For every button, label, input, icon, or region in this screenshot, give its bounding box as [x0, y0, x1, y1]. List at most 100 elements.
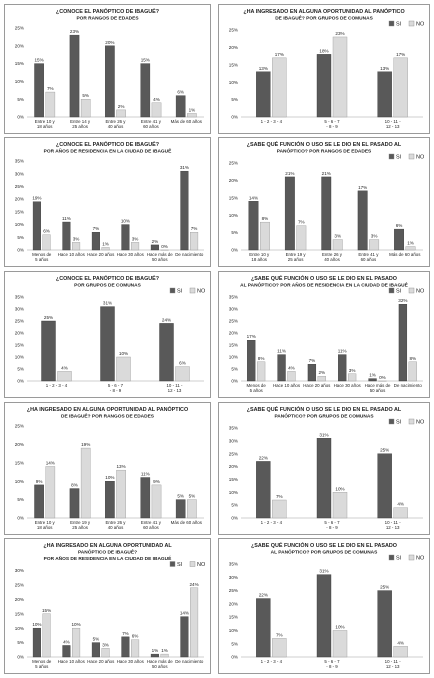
bar-no [72, 242, 81, 251]
legend-label-no: NO [197, 289, 206, 295]
chart-svg: ¿HA INGRESADO EN ALGUNA OPORTUNIDAD ALPA… [15, 543, 206, 669]
bar-no [45, 466, 56, 519]
x-category-label: 5 - 6 - 7 [324, 659, 340, 664]
bar-si [159, 323, 174, 382]
bar-no [45, 91, 56, 118]
bar-si [256, 461, 271, 519]
data-label: 7% [191, 226, 198, 231]
bar-si [247, 339, 256, 382]
bar-si [368, 378, 377, 382]
data-label: 4% [61, 365, 68, 370]
x-category-label: 40 años [108, 124, 124, 129]
y-tick-label: 25% [15, 583, 24, 588]
chart-panel: ¿SABE QUÉ FUNCIÓN O USO SE LE DIO EN EL … [218, 538, 430, 674]
bar-no [151, 484, 162, 519]
legend-swatch-no [408, 287, 415, 294]
data-label: 1% [369, 373, 376, 378]
x-category-label: Hace más de [365, 383, 391, 388]
data-label: 9% [36, 479, 43, 484]
legend-label-si: SI [177, 289, 183, 295]
legend-label-si: SI [396, 155, 402, 161]
x-category-label: 5 años [35, 664, 49, 669]
x-category-label: Entre 26 y [105, 520, 126, 525]
data-label: 9% [153, 479, 160, 484]
bar-si [180, 170, 189, 251]
y-tick-label: 15% [229, 195, 238, 200]
bar-si [150, 653, 159, 658]
bar-si [357, 190, 368, 251]
bar-si [377, 71, 392, 118]
chart-subtitle: PANÓPTICO? POR RANGOS DE EDADES [277, 147, 372, 155]
bar-no [190, 587, 199, 658]
x-category-label: Entre 41 y [141, 119, 162, 124]
y-tick-label: 0% [17, 516, 24, 521]
bar-si [62, 221, 71, 251]
data-label: 11% [338, 349, 347, 354]
x-category-label: 12 - 13 [386, 664, 400, 669]
bar-no [187, 113, 197, 118]
data-label: 1% [161, 648, 168, 653]
bar-no [256, 361, 266, 382]
x-category-label: 18 años [37, 124, 53, 129]
bar-si [175, 499, 186, 519]
legend-swatch-no [408, 20, 415, 27]
legend-label-no: NO [416, 289, 425, 295]
data-label: 5% [82, 93, 89, 98]
chart-subtitle: POR AÑOS DE RESIDENCIA EN LA CIUDAD DE I… [44, 554, 172, 562]
y-tick-label: 15% [229, 343, 238, 348]
chart-svg: ¿CONOCE EL PANÓPTICO DE IBAGUÉ?POR GRUPO… [15, 274, 206, 393]
bar-si [91, 642, 100, 658]
bar-no [332, 239, 343, 251]
y-tick-label: 5% [17, 235, 24, 240]
y-tick-label: 0% [17, 379, 24, 384]
bar-si [105, 480, 115, 519]
y-tick-label: 15% [229, 62, 238, 67]
y-tick-label: 0% [231, 248, 238, 253]
data-label: 11% [277, 349, 286, 354]
bar-si [377, 453, 392, 519]
data-label: 4% [397, 502, 404, 507]
data-label: 10% [121, 219, 130, 224]
data-label: 32% [398, 298, 407, 303]
data-label: 8% [71, 483, 78, 488]
x-category-label: 60 años [361, 257, 377, 262]
x-category-label: 5 - 6 - 7 [324, 119, 340, 124]
y-tick-label: 25% [229, 319, 238, 324]
y-tick-label: 0% [231, 516, 238, 521]
legend-label-si: SI [177, 562, 183, 568]
data-label: 8% [262, 216, 269, 221]
data-label: 5% [189, 494, 196, 499]
legend-swatch-si [169, 287, 176, 294]
data-label: 4% [397, 640, 404, 645]
y-tick-label: 30% [15, 568, 24, 573]
y-tick-label: 10% [15, 626, 24, 631]
data-label: 23% [70, 29, 79, 34]
chart-title: ¿SABE QUÉ FUNCIÓN O USO SE LE DIO EN EL … [247, 140, 402, 148]
chart-subtitle: DE IBAGUÉ? POR GRUPOS DE COMUNAS [275, 14, 373, 22]
x-category-label: 10 - 11 - [385, 659, 402, 664]
bar-no [116, 469, 126, 519]
x-category-label: Hace 10 años [273, 383, 301, 388]
x-category-label: 12 - 13 [168, 388, 182, 393]
x-category-label: 60 años [143, 525, 159, 530]
x-category-label: 1 - 2 - 3 - 4 [261, 659, 283, 664]
bar-no [347, 373, 357, 382]
legend-label-si: SI [396, 556, 402, 562]
bar-no [160, 653, 169, 658]
bar-no [175, 366, 190, 382]
data-label: 7% [47, 86, 54, 91]
data-label: 24% [189, 582, 198, 587]
chart-title: ¿SABE QUÉ FUNCIÓN O USO SE LE DIO EN EL … [247, 405, 402, 413]
bar-no [101, 648, 110, 658]
bar-si [91, 231, 100, 251]
chart-title: ¿CONOCE EL PANÓPTICO DE IBAGUÉ? [56, 274, 159, 282]
chart-panel: ¿CONOCE EL PANÓPTICO DE IBAGUÉ? POR RANGO… [4, 4, 211, 134]
bar-si [121, 224, 130, 251]
chart-title: ¿HA INGRESADO EN ALGUNA OPORTUNIDAD AL [43, 543, 172, 549]
data-label: 10% [119, 351, 128, 356]
x-category-label: 50 años [152, 257, 168, 262]
legend-label-no: NO [197, 562, 206, 568]
data-label: 4% [153, 97, 160, 102]
bar-no [296, 225, 307, 251]
bar-si [277, 354, 286, 382]
